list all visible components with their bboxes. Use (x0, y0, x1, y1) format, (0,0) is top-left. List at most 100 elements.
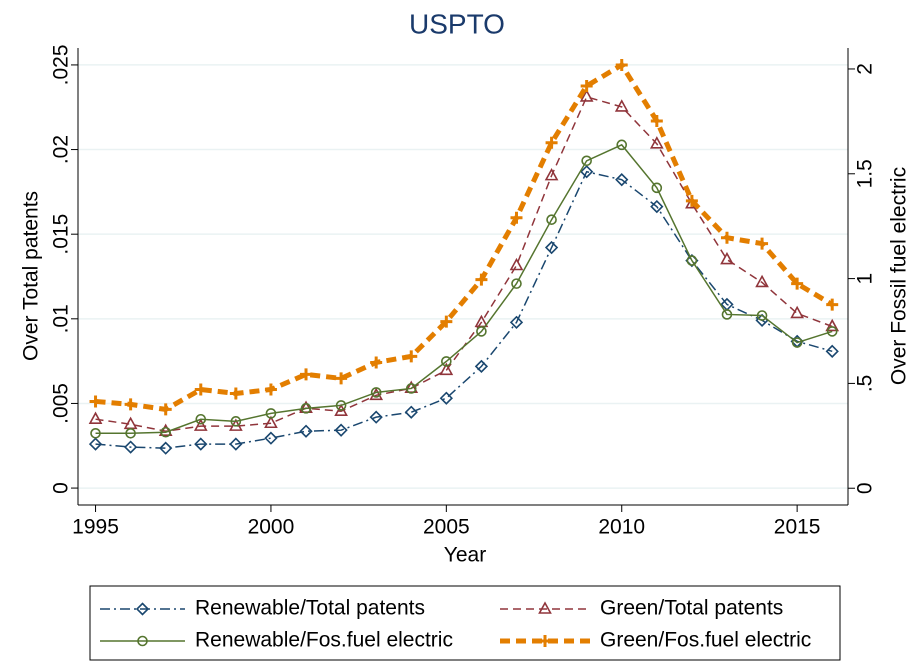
y2-tick-label: 2 (854, 63, 877, 75)
marker (474, 359, 489, 374)
marker (440, 315, 453, 328)
legend-label: Green/Fos.fuel electric (600, 629, 811, 652)
marker (476, 326, 487, 337)
marker (405, 350, 418, 363)
marker (229, 387, 242, 400)
marker (791, 337, 803, 348)
y-axis-label: Over Total patents (20, 191, 43, 361)
marker (230, 416, 242, 427)
y2-tick-label: 1.5 (854, 159, 877, 188)
marker (615, 58, 628, 71)
marker (614, 99, 629, 112)
legend-item: Green/Fos.fuel electric (500, 629, 811, 652)
marker (194, 437, 208, 451)
marker (581, 155, 592, 167)
marker (88, 411, 103, 424)
marker (335, 400, 347, 411)
series-line (95, 143, 833, 435)
marker (369, 387, 384, 401)
marker (370, 387, 382, 398)
series-line (95, 61, 834, 413)
legend-label: Renewable/Total patents (195, 597, 425, 620)
legend-item: Renewable/Fos.fuel electric (100, 629, 453, 652)
marker (404, 405, 418, 419)
marker (538, 601, 552, 614)
marker (264, 431, 278, 445)
marker (370, 356, 383, 369)
marker (791, 277, 804, 290)
legend-item: Renewable/Total patents (100, 597, 425, 620)
marker (160, 426, 171, 438)
marker (756, 310, 768, 321)
marker (651, 182, 663, 194)
marker (265, 408, 277, 419)
marker (229, 437, 243, 451)
marker (511, 278, 522, 289)
marker (545, 136, 558, 149)
marker (159, 403, 172, 416)
marker (137, 635, 148, 647)
marker (159, 441, 173, 455)
marker (615, 173, 629, 187)
marker (509, 257, 524, 271)
marker (195, 413, 207, 425)
marker (510, 211, 523, 224)
marker (123, 440, 138, 454)
marker (439, 362, 454, 376)
legend-item: Green/Total patents (500, 597, 783, 620)
y-tick-label: .02 (50, 135, 73, 164)
marker (125, 428, 136, 439)
marker (264, 415, 278, 429)
marker (720, 231, 733, 244)
x-axis-label: Year (444, 544, 486, 567)
marker (650, 199, 664, 214)
marker (825, 344, 839, 358)
chart-title: USPTO (409, 8, 505, 39)
marker (720, 251, 734, 265)
marker (264, 383, 277, 396)
y-tick-label: .005 (50, 383, 73, 424)
marker (826, 298, 839, 311)
x-tick-label: 2000 (248, 516, 295, 539)
marker (826, 326, 838, 337)
marker (756, 237, 769, 250)
marker (369, 410, 383, 424)
marker (441, 356, 452, 367)
y2-tick-label: 0 (854, 482, 877, 494)
x-tick-label: 2010 (598, 516, 645, 539)
marker (616, 139, 628, 151)
marker (580, 165, 594, 179)
y-tick-label: 0 (50, 482, 73, 494)
marker (825, 318, 840, 332)
marker (790, 305, 804, 319)
marker (439, 391, 453, 405)
marker (475, 273, 488, 286)
marker (539, 635, 551, 647)
marker (509, 315, 524, 330)
y2-axis-label: Over Fossil fuel electric (888, 167, 911, 385)
marker (686, 255, 698, 266)
y2-tick-label: 1 (854, 273, 877, 285)
marker (194, 383, 207, 396)
marker (334, 403, 348, 417)
x-tick-label: 2005 (423, 516, 470, 539)
marker (89, 395, 102, 408)
marker (300, 368, 313, 381)
marker (685, 194, 698, 207)
y-tick-label: .01 (50, 304, 73, 333)
legend-label: Green/Total patents (600, 597, 783, 620)
marker (721, 309, 733, 320)
marker (334, 423, 348, 437)
x-tick-label: 2015 (774, 516, 821, 539)
marker (649, 136, 664, 149)
marker (90, 428, 101, 439)
y-tick-label: .025 (50, 44, 73, 85)
marker (299, 424, 313, 438)
marker (579, 89, 594, 102)
marker (755, 274, 769, 288)
marker (580, 79, 593, 92)
x-tick-label: 1995 (72, 516, 119, 539)
marker (124, 398, 137, 411)
